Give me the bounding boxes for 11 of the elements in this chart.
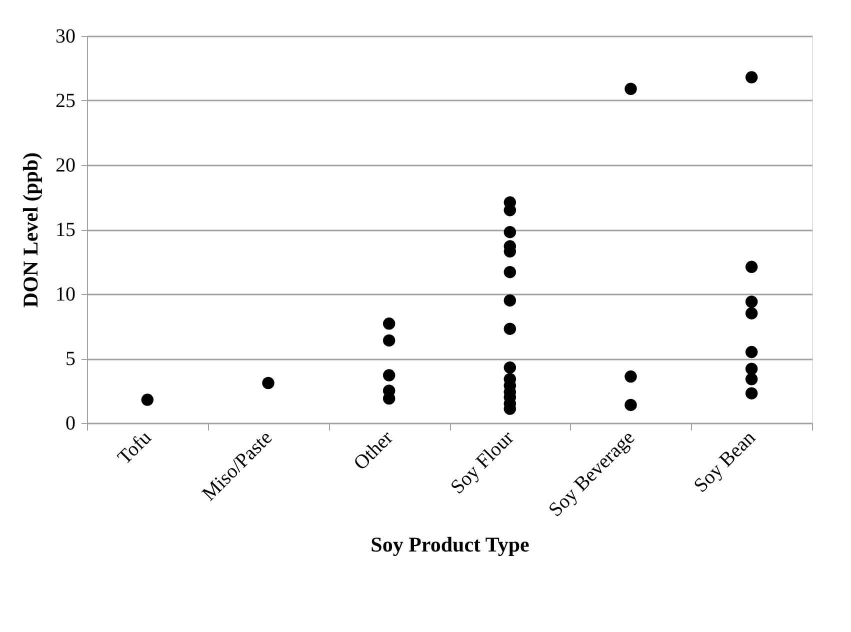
x-tick-label: Soy Bean <box>690 426 760 497</box>
y-axis-title: DON Level (ppb) <box>18 152 42 308</box>
y-tick-label: 15 <box>56 219 76 241</box>
x-axis-title: Soy Product Type <box>370 532 530 557</box>
x-tick-label: Tofu <box>114 426 156 469</box>
y-tick-label: 0 <box>66 412 76 434</box>
y-tick-label: 20 <box>56 154 76 176</box>
y-tick-label: 5 <box>66 348 76 370</box>
y-tick-label: 25 <box>56 90 76 112</box>
y-tick-label: 10 <box>56 284 76 306</box>
y-tick-label: 30 <box>56 26 76 48</box>
